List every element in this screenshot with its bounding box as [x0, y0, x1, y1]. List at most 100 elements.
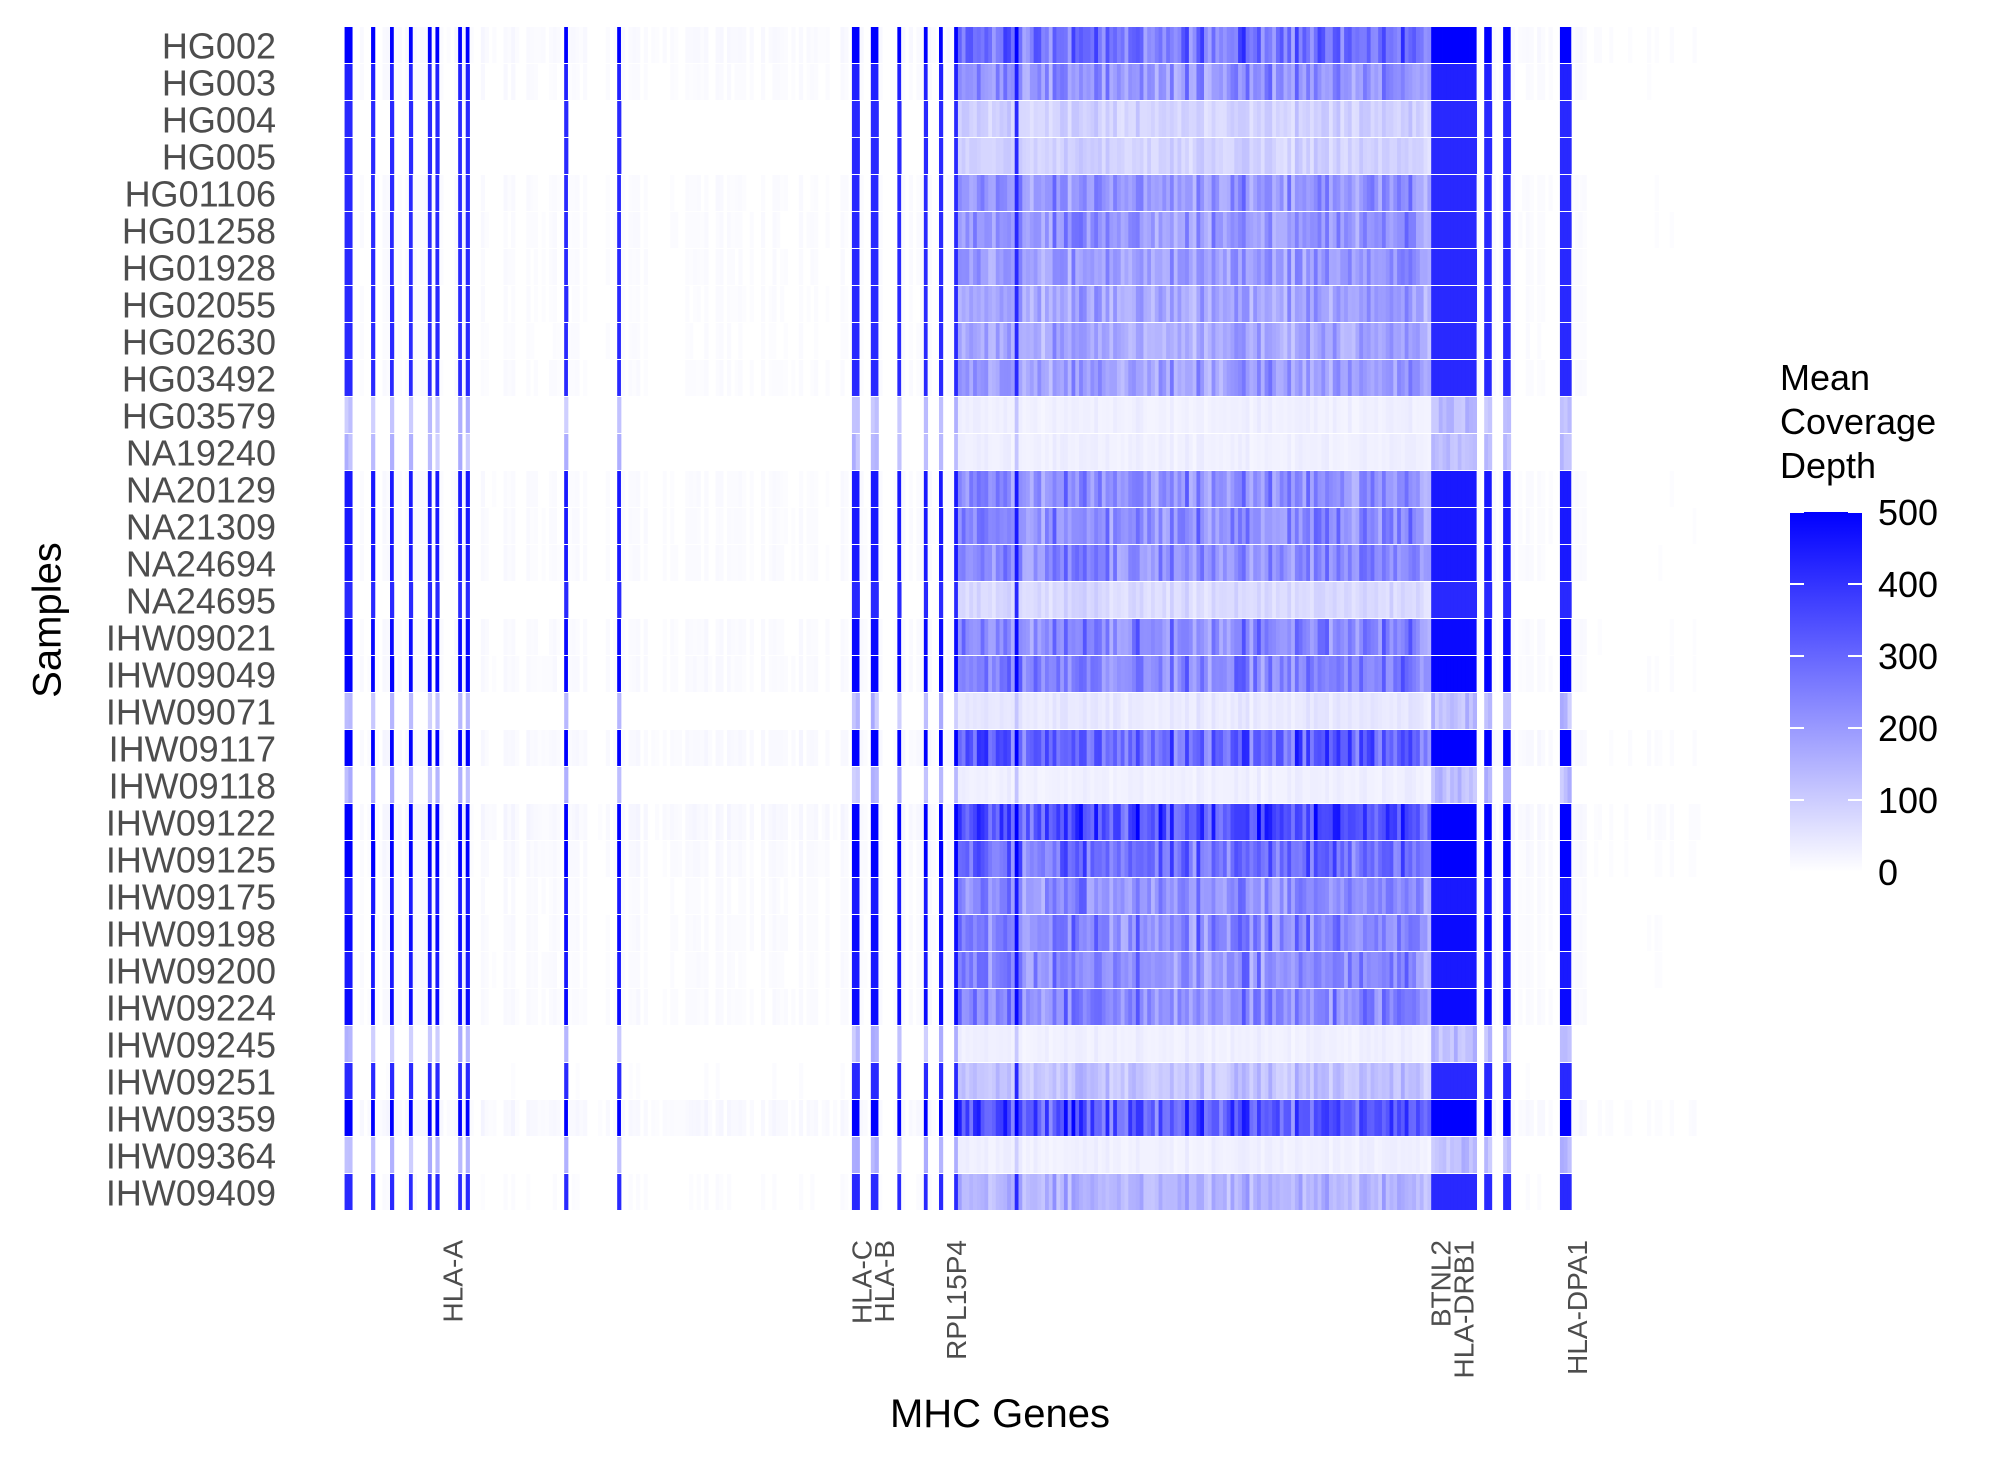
- heatmap-cell: [1143, 138, 1148, 174]
- heatmap-cell: [859, 619, 864, 655]
- heatmap-cell: [1082, 101, 1088, 137]
- heatmap-cell: [1048, 101, 1053, 137]
- heatmap-cell: [1416, 767, 1421, 803]
- heatmap-cell: [526, 841, 531, 877]
- heatmap-cell: [738, 286, 743, 322]
- heatmap-cell: [1457, 582, 1462, 618]
- heatmap-cell: [454, 545, 459, 581]
- heatmap-cell: [1041, 730, 1046, 766]
- heatmap-cell: [412, 212, 417, 248]
- heatmap-cell: [1045, 730, 1050, 766]
- heatmap-cell: [1275, 175, 1281, 211]
- heatmap-cell: [776, 656, 781, 692]
- heatmap-cell: [1048, 730, 1053, 766]
- heatmap-cell: [1325, 767, 1330, 803]
- heatmap-cell: [1453, 656, 1459, 692]
- heatmap-cell: [1003, 545, 1008, 581]
- heatmap-cell: [1128, 508, 1133, 544]
- heatmap-cell: [1113, 767, 1118, 803]
- heatmap-cell: [1597, 27, 1602, 63]
- heatmap-cell: [1222, 101, 1228, 137]
- heatmap-cell: [1101, 360, 1106, 396]
- heatmap-cell: [859, 249, 864, 285]
- heatmap-cell: [458, 767, 463, 803]
- heatmap-cell: [1419, 730, 1425, 766]
- heatmap-cell: [1196, 64, 1201, 100]
- heatmap-cell: [1128, 471, 1133, 507]
- heatmap-cell: [851, 434, 857, 470]
- heatmap-cell: [1147, 249, 1152, 285]
- heatmap-cell: [1306, 101, 1311, 137]
- heatmap-cell: [704, 656, 709, 692]
- heatmap-cell: [1510, 471, 1515, 507]
- heatmap-cell: [1041, 323, 1046, 359]
- heatmap-cell: [689, 64, 694, 100]
- heatmap-cell: [1446, 804, 1451, 840]
- heatmap-cell: [1298, 249, 1303, 285]
- heatmap-cell: [749, 545, 754, 581]
- heatmap-cell: [1393, 767, 1398, 803]
- heatmap-cell: [840, 804, 845, 840]
- heatmap-cell: [1264, 323, 1269, 359]
- heatmap-cell: [1529, 249, 1534, 285]
- heatmap-cell: [1014, 656, 1019, 692]
- heatmap-cell: [1135, 619, 1141, 655]
- heatmap-cell: [1476, 360, 1481, 396]
- heatmap-cell: [942, 730, 947, 766]
- heatmap-cell: [1132, 138, 1137, 174]
- heatmap-cell: [992, 656, 997, 692]
- heatmap-cell: [1412, 730, 1417, 766]
- heatmap-cell: [1366, 27, 1372, 63]
- heatmap-cell: [768, 471, 773, 507]
- heatmap-cell: [1245, 64, 1250, 100]
- heatmap-cell: [636, 249, 641, 285]
- heatmap-cell: [1287, 212, 1292, 248]
- heatmap-cell: [545, 730, 550, 766]
- heatmap-cell: [397, 27, 402, 63]
- heatmap-cell: [923, 434, 929, 470]
- heatmap-cell: [465, 804, 470, 840]
- heatmap-cell: [359, 323, 364, 359]
- heatmap-cell: [1491, 323, 1496, 359]
- heatmap-cell: [1344, 397, 1349, 433]
- heatmap-cell: [1230, 471, 1235, 507]
- heatmap-cell: [1510, 360, 1515, 396]
- heatmap-cell: [1548, 27, 1553, 63]
- heatmap-cell: [439, 841, 444, 877]
- heatmap-cell: [1166, 138, 1171, 174]
- heatmap-cell: [673, 27, 679, 63]
- heatmap-cell: [1048, 138, 1053, 174]
- heatmap-cell: [1264, 175, 1269, 211]
- heatmap-cell: [1067, 693, 1072, 729]
- heatmap-cell: [1033, 138, 1038, 174]
- heatmap-cell: [1181, 286, 1186, 322]
- heatmap-cell: [1525, 175, 1531, 211]
- heatmap-cell: [583, 286, 588, 322]
- heatmap-cell: [1313, 101, 1319, 137]
- heatmap-cell: [1056, 249, 1061, 285]
- heatmap-cell: [1257, 582, 1262, 618]
- heatmap-cell: [1003, 101, 1008, 137]
- heatmap-cell: [1484, 619, 1489, 655]
- heatmap-cell: [1431, 249, 1436, 285]
- heatmap-cell: [1393, 471, 1398, 507]
- heatmap-cell: [988, 286, 993, 322]
- heatmap-cell: [1101, 27, 1106, 63]
- heatmap-cell: [1567, 27, 1572, 63]
- heatmap-cell: [685, 619, 690, 655]
- heatmap-cell: [1052, 64, 1057, 100]
- heatmap-cell: [1355, 101, 1360, 137]
- heatmap-cell: [704, 545, 709, 581]
- heatmap-cell: [992, 27, 997, 63]
- heatmap-cell: [636, 212, 641, 248]
- heatmap-cell: [730, 656, 735, 692]
- heatmap-cell: [1075, 64, 1080, 100]
- heatmap-cell: [1147, 471, 1152, 507]
- heatmap-cell: [938, 508, 944, 544]
- heatmap-cell: [783, 360, 788, 396]
- heatmap-cell: [1014, 138, 1019, 174]
- heatmap-cell: [605, 471, 610, 507]
- heatmap-cell: [1347, 101, 1353, 137]
- heatmap-cell: [371, 286, 376, 322]
- heatmap-cell: [1575, 64, 1580, 100]
